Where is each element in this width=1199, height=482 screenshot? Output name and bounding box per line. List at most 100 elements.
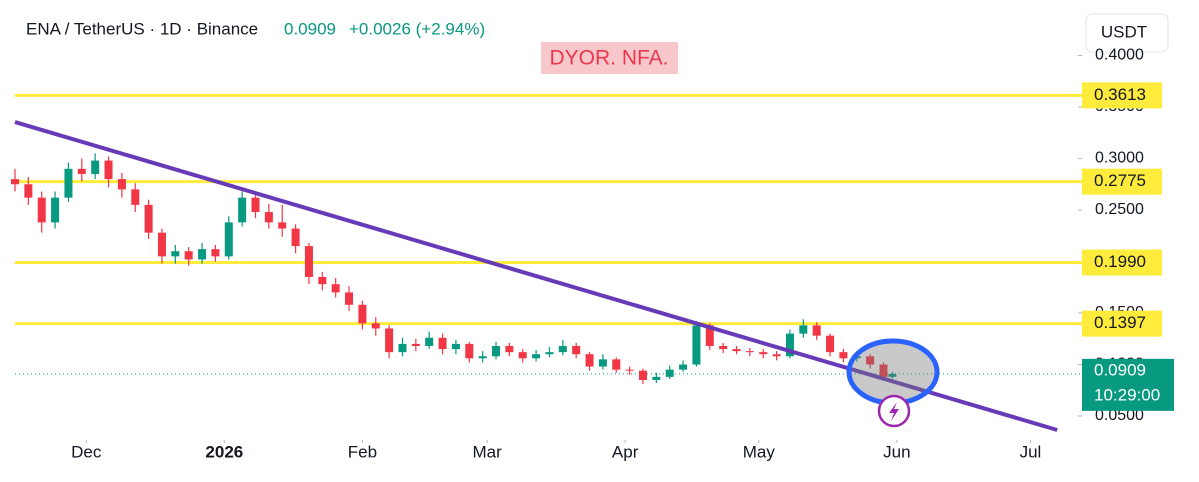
candle-body <box>732 349 741 352</box>
candle-body <box>318 276 327 285</box>
currency-button[interactable] <box>1085 13 1169 53</box>
candle-body <box>585 354 594 367</box>
candle-body <box>198 249 207 260</box>
candle-body <box>772 354 781 357</box>
candle-body <box>866 356 875 365</box>
y-tick-label: 0.4000 <box>1095 47 1144 64</box>
candle-body <box>385 328 394 353</box>
candle-body <box>11 179 19 185</box>
candle-body <box>572 345 581 355</box>
x-tick-label: May <box>743 442 776 461</box>
candle-body <box>745 351 754 353</box>
candle-body <box>879 364 888 377</box>
candle-body <box>211 249 220 257</box>
level-box <box>1082 168 1162 195</box>
change: +0.0026 (+2.94%) <box>349 19 485 38</box>
candle-body <box>438 337 447 350</box>
candle-body <box>345 292 354 305</box>
candle-body <box>131 189 140 205</box>
candle-body <box>24 184 33 198</box>
candle-body <box>478 356 487 359</box>
candle-body <box>37 197 46 223</box>
candle-body <box>224 222 233 257</box>
candle-body <box>451 343 460 350</box>
candle-body <box>291 228 300 247</box>
candle-body <box>532 354 541 359</box>
candle-body <box>425 337 434 346</box>
x-tick-label: Jul <box>1020 442 1042 461</box>
level-box <box>1082 310 1162 337</box>
candle-body <box>278 222 287 229</box>
x-tick-label: Dec <box>71 442 102 461</box>
candle-body <box>759 352 768 355</box>
candle-body <box>888 373 897 377</box>
x-tick-label: Mar <box>472 442 502 461</box>
candle-body <box>826 335 835 353</box>
candle-body <box>598 359 607 367</box>
price: 0.0909 <box>284 19 336 38</box>
candle-body <box>799 325 808 334</box>
candle-body <box>638 370 647 380</box>
level-label: 0.2775 <box>1094 171 1146 190</box>
candle-body <box>545 352 554 355</box>
candle-body <box>304 246 313 277</box>
candle-body <box>625 369 634 371</box>
symbol: ENA / TetherUS · 1D · Binance <box>26 19 258 38</box>
candle-body <box>505 345 514 353</box>
level-label: 0.1397 <box>1094 313 1146 332</box>
candle-body <box>465 343 474 359</box>
candle-body <box>612 359 621 370</box>
candle-body <box>64 168 73 198</box>
candle-body <box>371 323 380 329</box>
annotation-bg <box>541 42 678 74</box>
candle-body <box>812 325 821 336</box>
x-tick-label: Apr <box>612 442 639 461</box>
candle-body <box>839 352 848 359</box>
candle-body <box>264 212 273 223</box>
candle-body <box>679 364 688 370</box>
lightning-bolt <box>889 402 899 421</box>
level-label: 0.3613 <box>1094 85 1146 104</box>
candle-body <box>558 345 567 353</box>
candle-body <box>144 204 153 233</box>
candle-body <box>51 197 60 223</box>
currency-label: USDT <box>1101 22 1147 41</box>
candle-body <box>331 284 340 293</box>
candle-body <box>398 343 407 353</box>
last-price-box <box>1082 358 1174 411</box>
candle-body <box>171 251 180 257</box>
level-label: 0.1990 <box>1094 252 1146 271</box>
level-box <box>1082 249 1162 276</box>
candle-body <box>692 325 701 365</box>
candle-body <box>518 352 527 359</box>
countdown: 10:29:00 <box>1094 385 1160 404</box>
candle-body <box>184 251 193 260</box>
y-tick-label: 0.0500 <box>1095 407 1144 424</box>
candle-body <box>157 232 166 257</box>
candle-body <box>719 345 728 350</box>
candle-body <box>492 345 501 357</box>
candle-body <box>117 179 126 190</box>
trendline <box>14 120 1058 432</box>
x-tick-label: Feb <box>348 442 377 461</box>
candle-body <box>77 168 86 174</box>
annotation: DYOR. NFA. <box>549 47 668 70</box>
candle-body <box>705 325 714 346</box>
candle-body <box>665 369 674 377</box>
candle-body <box>358 304 367 324</box>
candle-body <box>91 160 100 174</box>
y-tick-label: 0.3000 <box>1095 150 1144 167</box>
highlight-circle <box>846 338 940 406</box>
x-tick-label: Jun <box>883 442 910 461</box>
candle-body <box>104 160 113 180</box>
level-box <box>1082 82 1162 109</box>
plot: 0.05000.10000.15000.20000.25000.30000.35… <box>11 47 1174 461</box>
candle-body <box>238 197 247 223</box>
candle-body <box>411 343 420 346</box>
candle-body <box>785 333 794 357</box>
x-tick-label: 2026 <box>205 442 243 461</box>
candle-body <box>652 376 661 380</box>
last-price-label: 0.0909 <box>1094 360 1146 379</box>
